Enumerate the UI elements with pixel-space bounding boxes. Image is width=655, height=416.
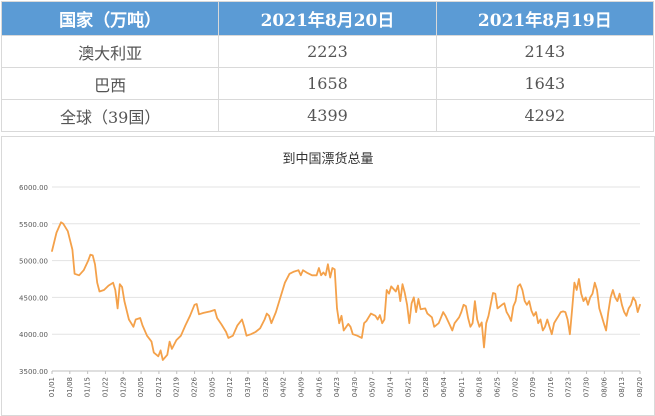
x-tick-label: 05/28 [422, 377, 430, 397]
x-tick-label: 02/05 [137, 377, 145, 397]
header-date-current: 2021年8月20日 [218, 1, 437, 36]
y-tick-label: 5000.00 [19, 258, 48, 266]
port-stock-table: 国家（万吨） 2021年8月20日 2021年8月19日 澳大利亚 2223 2… [0, 1, 655, 132]
row-value-previous: 1643 [435, 67, 655, 100]
x-tick-label: 04/23 [333, 377, 341, 397]
header-country: 国家（万吨） [0, 1, 220, 36]
row-value-previous: 4292 [435, 99, 655, 132]
x-tick-label: 02/26 [191, 376, 199, 397]
row-value-current: 4399 [218, 99, 437, 132]
x-tick-label: 03/26 [262, 376, 270, 397]
x-tick-label: 02/12 [155, 377, 163, 397]
row-country-name: 全球（39国） [0, 99, 220, 132]
x-tick-label: 01/15 [84, 377, 92, 397]
x-tick-label: 04/09 [297, 377, 305, 397]
chart-title: 到中国漂货总量 [282, 151, 373, 167]
x-tick-label: 05/21 [404, 377, 412, 397]
x-tick-label: 06/11 [458, 377, 466, 397]
table-row: 澳大利亚 2223 2143 [0, 35, 655, 68]
y-tick-label: 4500.00 [19, 294, 48, 302]
x-tick-label: 03/05 [208, 377, 216, 397]
x-tick-label: 01/22 [101, 377, 109, 397]
y-tick-label: 3500.00 [19, 368, 48, 376]
table-row: 巴西 1658 1643 [0, 67, 655, 100]
x-tick-label: 07/23 [565, 377, 573, 397]
x-tick-label: 01/29 [119, 377, 127, 397]
x-tick-label: 08/06 [600, 376, 608, 397]
series-group [51, 221, 641, 361]
x-tick-label: 04/16 [315, 376, 323, 397]
y-tick-label: 5500.00 [19, 221, 48, 229]
table-row: 全球（39国） 4399 4292 [0, 99, 655, 132]
x-axis: 01/01 01/08 01/15 01/22 01/29 02/05 02/12 02/19… [48, 370, 644, 397]
row-country-name: 巴西 [0, 67, 220, 100]
x-tick-label: 04/30 [351, 377, 359, 397]
x-tick-label: 06/04 [440, 376, 448, 397]
x-tick-label: 08/13 [618, 377, 626, 397]
x-tick-label: 05/14 [387, 376, 395, 397]
x-tick-label: 01/01 [48, 377, 56, 397]
y-tick-label: 4000.00 [19, 331, 48, 339]
series-line [51, 221, 641, 361]
x-tick-label: 03/19 [244, 377, 252, 397]
y-axis: 3500.00 4000.00 4500.00 5000.00 5500.00 6000.… [19, 184, 48, 376]
header-date-previous: 2021年8月19日 [435, 1, 655, 36]
line-chart: 到中国漂货总量 3500.00 4000.00 4500.00 5000.00 5500… [19, 151, 644, 397]
y-tick-label: 6000.00 [19, 184, 48, 192]
x-tick-label: 07/16 [547, 376, 555, 397]
x-tick-label: 06/18 [476, 377, 484, 397]
table-header-row: 国家（万吨） 2021年8月20日 2021年8月19日 [0, 1, 655, 36]
x-tick-label: 06/25 [493, 377, 501, 397]
row-country-name: 澳大利亚 [0, 35, 220, 68]
x-tick-label: 03/12 [226, 377, 234, 397]
x-tick-label: 04/02 [280, 377, 288, 397]
row-value-current: 1658 [218, 67, 437, 100]
x-tick-label: 08/20 [636, 377, 644, 397]
x-tick-label: 07/09 [529, 377, 537, 397]
chart-panel: 到中国漂货总量 3500.00 4000.00 4500.00 5000.00 5500… [1, 136, 655, 416]
x-tick-label: 07/30 [583, 377, 591, 397]
x-tick-label: 02/19 [173, 377, 181, 397]
row-value-previous: 2143 [435, 35, 655, 68]
row-value-current: 2223 [218, 35, 437, 68]
gridlines [52, 186, 640, 372]
x-tick-label: 05/07 [369, 377, 377, 397]
x-tick-label: 01/08 [66, 377, 74, 397]
x-tick-label: 07/02 [511, 377, 519, 397]
